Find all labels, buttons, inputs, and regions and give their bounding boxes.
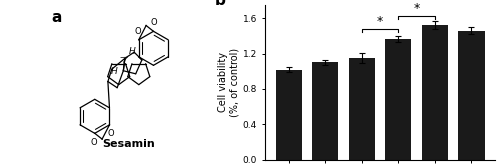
Text: H: H <box>128 47 135 56</box>
Text: *: * <box>377 15 383 28</box>
Bar <box>385 39 411 160</box>
Text: a: a <box>52 10 62 25</box>
Text: O: O <box>90 138 97 147</box>
Text: O: O <box>108 129 114 138</box>
Bar <box>348 58 375 160</box>
Text: *: * <box>414 2 420 15</box>
Bar <box>422 25 448 160</box>
Text: H: H <box>111 67 118 76</box>
Bar <box>276 70 302 160</box>
Text: O: O <box>151 18 158 27</box>
Text: O: O <box>134 27 141 36</box>
Text: Sesamin: Sesamin <box>102 139 155 149</box>
Bar <box>312 62 338 160</box>
Y-axis label: Cell viability
(%, of control): Cell viability (%, of control) <box>218 48 240 117</box>
Text: b: b <box>214 0 226 8</box>
Bar <box>458 31 484 160</box>
